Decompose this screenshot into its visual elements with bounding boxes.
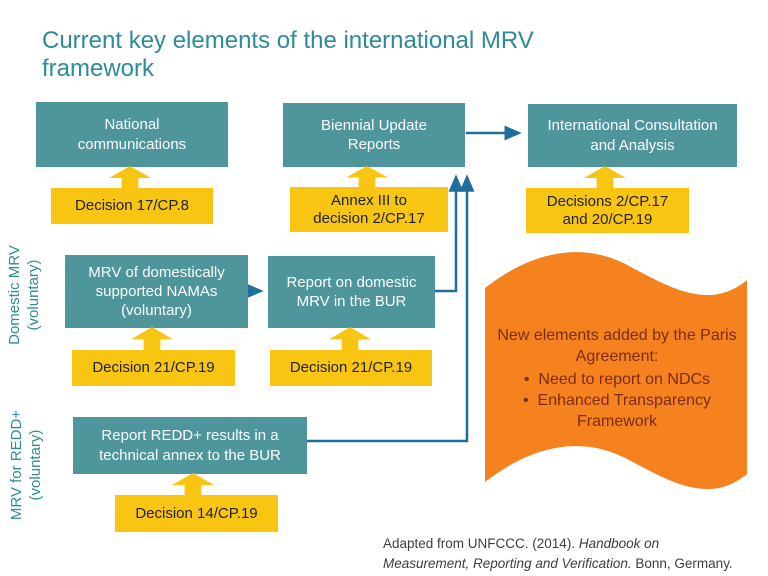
decision-label: Decision 21/CP.19 [289, 359, 413, 376]
decision-label: Decision 14/CP.19 [135, 504, 258, 522]
side-label-mrv-redd: MRV for REDD+ (voluntary) [8, 409, 44, 521]
decision-tag-21-cp19-b: Decision 21/CP.19 [270, 350, 432, 386]
paris-note-heading: New elements added by the Paris Agreemen… [497, 327, 737, 366]
citation-suffix: Bonn, Germany. [631, 555, 733, 571]
decision-label: Decisions 2/CP.17 and 20/CP.19 [546, 192, 669, 228]
bullet-text: Enhanced Transparency Framework [537, 392, 711, 431]
up-arrow-icon [329, 327, 371, 351]
box-label: Biennial Update Reports [321, 116, 427, 153]
up-arrow-icon [584, 166, 626, 189]
decision-tag-14-cp19: Decision 14/CP.19 [115, 495, 278, 532]
up-arrow-icon [346, 166, 388, 188]
bullet-text: Need to report on NDCs [538, 371, 711, 389]
citation-prefix: Adapted from UNFCCC. (2014). [383, 536, 579, 551]
decision-tag-21-cp19-a: Decision 21/CP.19 [72, 350, 235, 386]
decision-label: Decision 17/CP.8 [75, 197, 189, 214]
slide-title: Current key elements of the internationa… [42, 27, 534, 83]
up-arrow-icon [109, 166, 151, 189]
box-label: National communications [77, 116, 187, 153]
side-label-domestic-mrv: Domestic MRV (voluntary) [6, 245, 42, 345]
box-report-domestic-mrv-bur: Report on domestic MRV in the BUR [268, 256, 435, 328]
box-biennial-update-reports: Biennial Update Reports [283, 103, 465, 167]
decision-tag-annex-iii: Annex III to decision 2/CP.17 [290, 187, 448, 232]
citation-title: Handbook on Measurement, Reporting and V… [383, 536, 660, 571]
paris-note-bullet: • Enhanced Transparency Framework [492, 390, 742, 432]
box-label: Report REDD+ results in a technical anne… [99, 427, 281, 464]
paris-note-bullet: • Need to report on NDCs [492, 369, 742, 390]
source-citation: Adapted from UNFCCC. (2014). Handbook on… [383, 534, 741, 573]
decision-label: Decision 21/CP.19 [92, 359, 215, 376]
wave-shape [485, 252, 747, 490]
box-label: MRV of domestically supported NAMAs (vol… [88, 263, 225, 320]
paris-agreement-note: New elements added by the Paris Agreemen… [492, 325, 742, 433]
box-label: International Consultation and Analysis [547, 117, 718, 154]
decision-label: Annex III to decision 2/CP.17 [313, 191, 425, 227]
bullet-dot-icon: • [523, 371, 530, 389]
up-arrow-icon [172, 473, 214, 496]
box-label: Report on domestic MRV in the BUR [286, 273, 417, 310]
decision-tag-2-cp17-20-cp19: Decisions 2/CP.17 and 20/CP.19 [526, 188, 689, 233]
box-report-redd-results: Report REDD+ results in a technical anne… [73, 417, 307, 474]
bullet-dot-icon: • [523, 392, 529, 410]
up-arrow-icon [131, 327, 173, 351]
box-mrv-domestically-supported-namas: MRV of domestically supported NAMAs (vol… [65, 255, 248, 328]
box-national-communications: National communications [36, 102, 228, 167]
decision-tag-17-cp8: Decision 17/CP.8 [51, 188, 213, 224]
box-international-consultation-analysis: International Consultation and Analysis [528, 104, 737, 167]
